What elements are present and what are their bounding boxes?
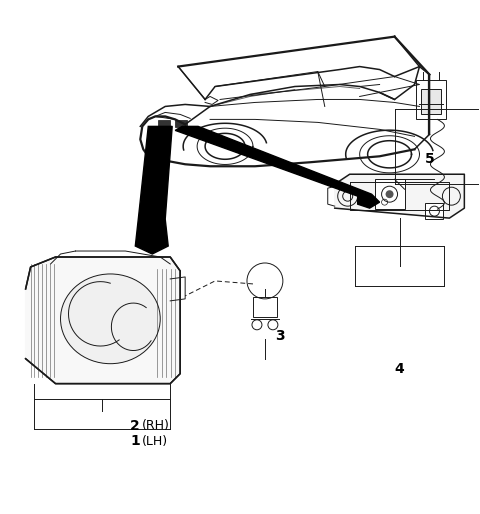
Bar xyxy=(158,120,170,127)
Text: 2: 2 xyxy=(130,418,140,432)
Polygon shape xyxy=(175,126,380,208)
Text: (LH): (LH) xyxy=(142,435,168,448)
Text: 5: 5 xyxy=(425,152,434,167)
Bar xyxy=(374,179,405,209)
Ellipse shape xyxy=(60,274,160,364)
Bar xyxy=(425,203,444,219)
Bar xyxy=(175,120,187,127)
Polygon shape xyxy=(335,174,464,218)
Polygon shape xyxy=(25,257,180,383)
Bar xyxy=(417,80,446,119)
Bar xyxy=(421,89,442,115)
Text: (RH): (RH) xyxy=(142,419,170,432)
Bar xyxy=(253,297,277,317)
Circle shape xyxy=(385,190,394,198)
Polygon shape xyxy=(135,126,172,254)
Text: 1: 1 xyxy=(130,434,140,448)
Text: 3: 3 xyxy=(275,329,285,343)
Text: 4: 4 xyxy=(395,362,405,376)
